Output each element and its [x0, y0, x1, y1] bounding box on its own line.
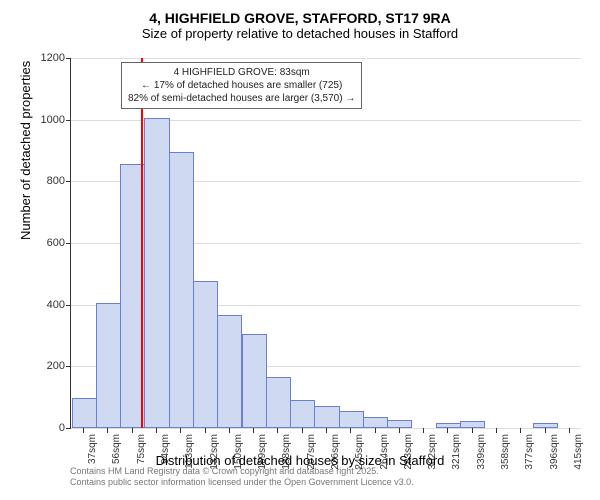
- chart-footer: Contains HM Land Registry data © Crown c…: [70, 466, 414, 488]
- xtick-mark: [375, 428, 376, 433]
- xtick-mark: [496, 428, 497, 433]
- histogram-bar: [460, 421, 485, 428]
- ytick-mark: [66, 428, 71, 429]
- chart-container: 4, HIGHFIELD GROVE, STAFFORD, ST17 9RA S…: [10, 10, 590, 490]
- histogram-bar: [193, 281, 218, 428]
- histogram-bar: [533, 423, 558, 428]
- ytick-label: 200: [47, 360, 65, 372]
- plot-area: 020040060080010001200 37sqm56sqm75sqm94s…: [70, 58, 581, 429]
- ytick-mark: [66, 58, 71, 59]
- ytick-mark: [66, 366, 71, 367]
- xtick-mark: [302, 428, 303, 433]
- gridline: [71, 58, 581, 59]
- footer-line2: Contains public sector information licen…: [70, 477, 414, 488]
- histogram-bar: [72, 398, 97, 428]
- ytick-label: 1000: [41, 114, 65, 126]
- histogram-bar: [242, 334, 267, 429]
- xtick-mark: [156, 428, 157, 433]
- xtick-mark: [326, 428, 327, 433]
- xtick-mark: [229, 428, 230, 433]
- histogram-bar: [387, 420, 412, 428]
- xtick-mark: [520, 428, 521, 433]
- xtick-mark: [399, 428, 400, 433]
- annotation-line1: 4 HIGHFIELD GROVE: 83sqm: [128, 66, 355, 79]
- xtick-mark: [545, 428, 546, 433]
- xtick-mark: [350, 428, 351, 433]
- footer-line1: Contains HM Land Registry data © Crown c…: [70, 466, 414, 477]
- ytick-mark: [66, 120, 71, 121]
- histogram-bar: [217, 315, 242, 428]
- xtick-mark: [180, 428, 181, 433]
- xtick-mark: [472, 428, 473, 433]
- histogram-bar: [169, 152, 194, 428]
- ytick-label: 600: [47, 237, 65, 249]
- histogram-bar: [339, 411, 364, 428]
- histogram-bar: [290, 400, 315, 428]
- xtick-mark: [447, 428, 448, 433]
- histogram-bar: [266, 377, 291, 428]
- property-marker-line: [141, 58, 143, 428]
- xtick-mark: [83, 428, 84, 433]
- ytick-label: 400: [47, 299, 65, 311]
- xtick-mark: [569, 428, 570, 433]
- histogram-bar: [96, 303, 121, 428]
- chart-subtitle: Size of property relative to detached ho…: [10, 26, 590, 41]
- ytick-label: 1200: [41, 52, 65, 64]
- ytick-mark: [66, 181, 71, 182]
- ytick-label: 0: [59, 422, 65, 434]
- xtick-mark: [132, 428, 133, 433]
- xtick-mark: [107, 428, 108, 433]
- annotation-line2: ← 17% of detached houses are smaller (72…: [128, 79, 355, 92]
- histogram-bar: [436, 423, 461, 428]
- xtick-mark: [253, 428, 254, 433]
- histogram-bar: [314, 406, 339, 428]
- xtick-mark: [277, 428, 278, 433]
- ytick-label: 800: [47, 175, 65, 187]
- chart-title: 4, HIGHFIELD GROVE, STAFFORD, ST17 9RA: [10, 10, 590, 26]
- ytick-mark: [66, 243, 71, 244]
- histogram-bar: [363, 417, 388, 428]
- annotation-line3: 82% of semi-detached houses are larger (…: [128, 92, 355, 105]
- ytick-mark: [66, 305, 71, 306]
- xtick-mark: [423, 428, 424, 433]
- annotation-box: 4 HIGHFIELD GROVE: 83sqm ← 17% of detach…: [121, 62, 362, 109]
- y-axis-label: Number of detached properties: [18, 61, 33, 240]
- histogram-bar: [144, 118, 169, 428]
- xtick-mark: [205, 428, 206, 433]
